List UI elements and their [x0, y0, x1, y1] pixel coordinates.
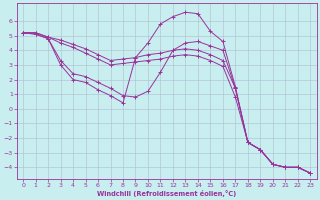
- X-axis label: Windchill (Refroidissement éolien,°C): Windchill (Refroidissement éolien,°C): [97, 190, 236, 197]
